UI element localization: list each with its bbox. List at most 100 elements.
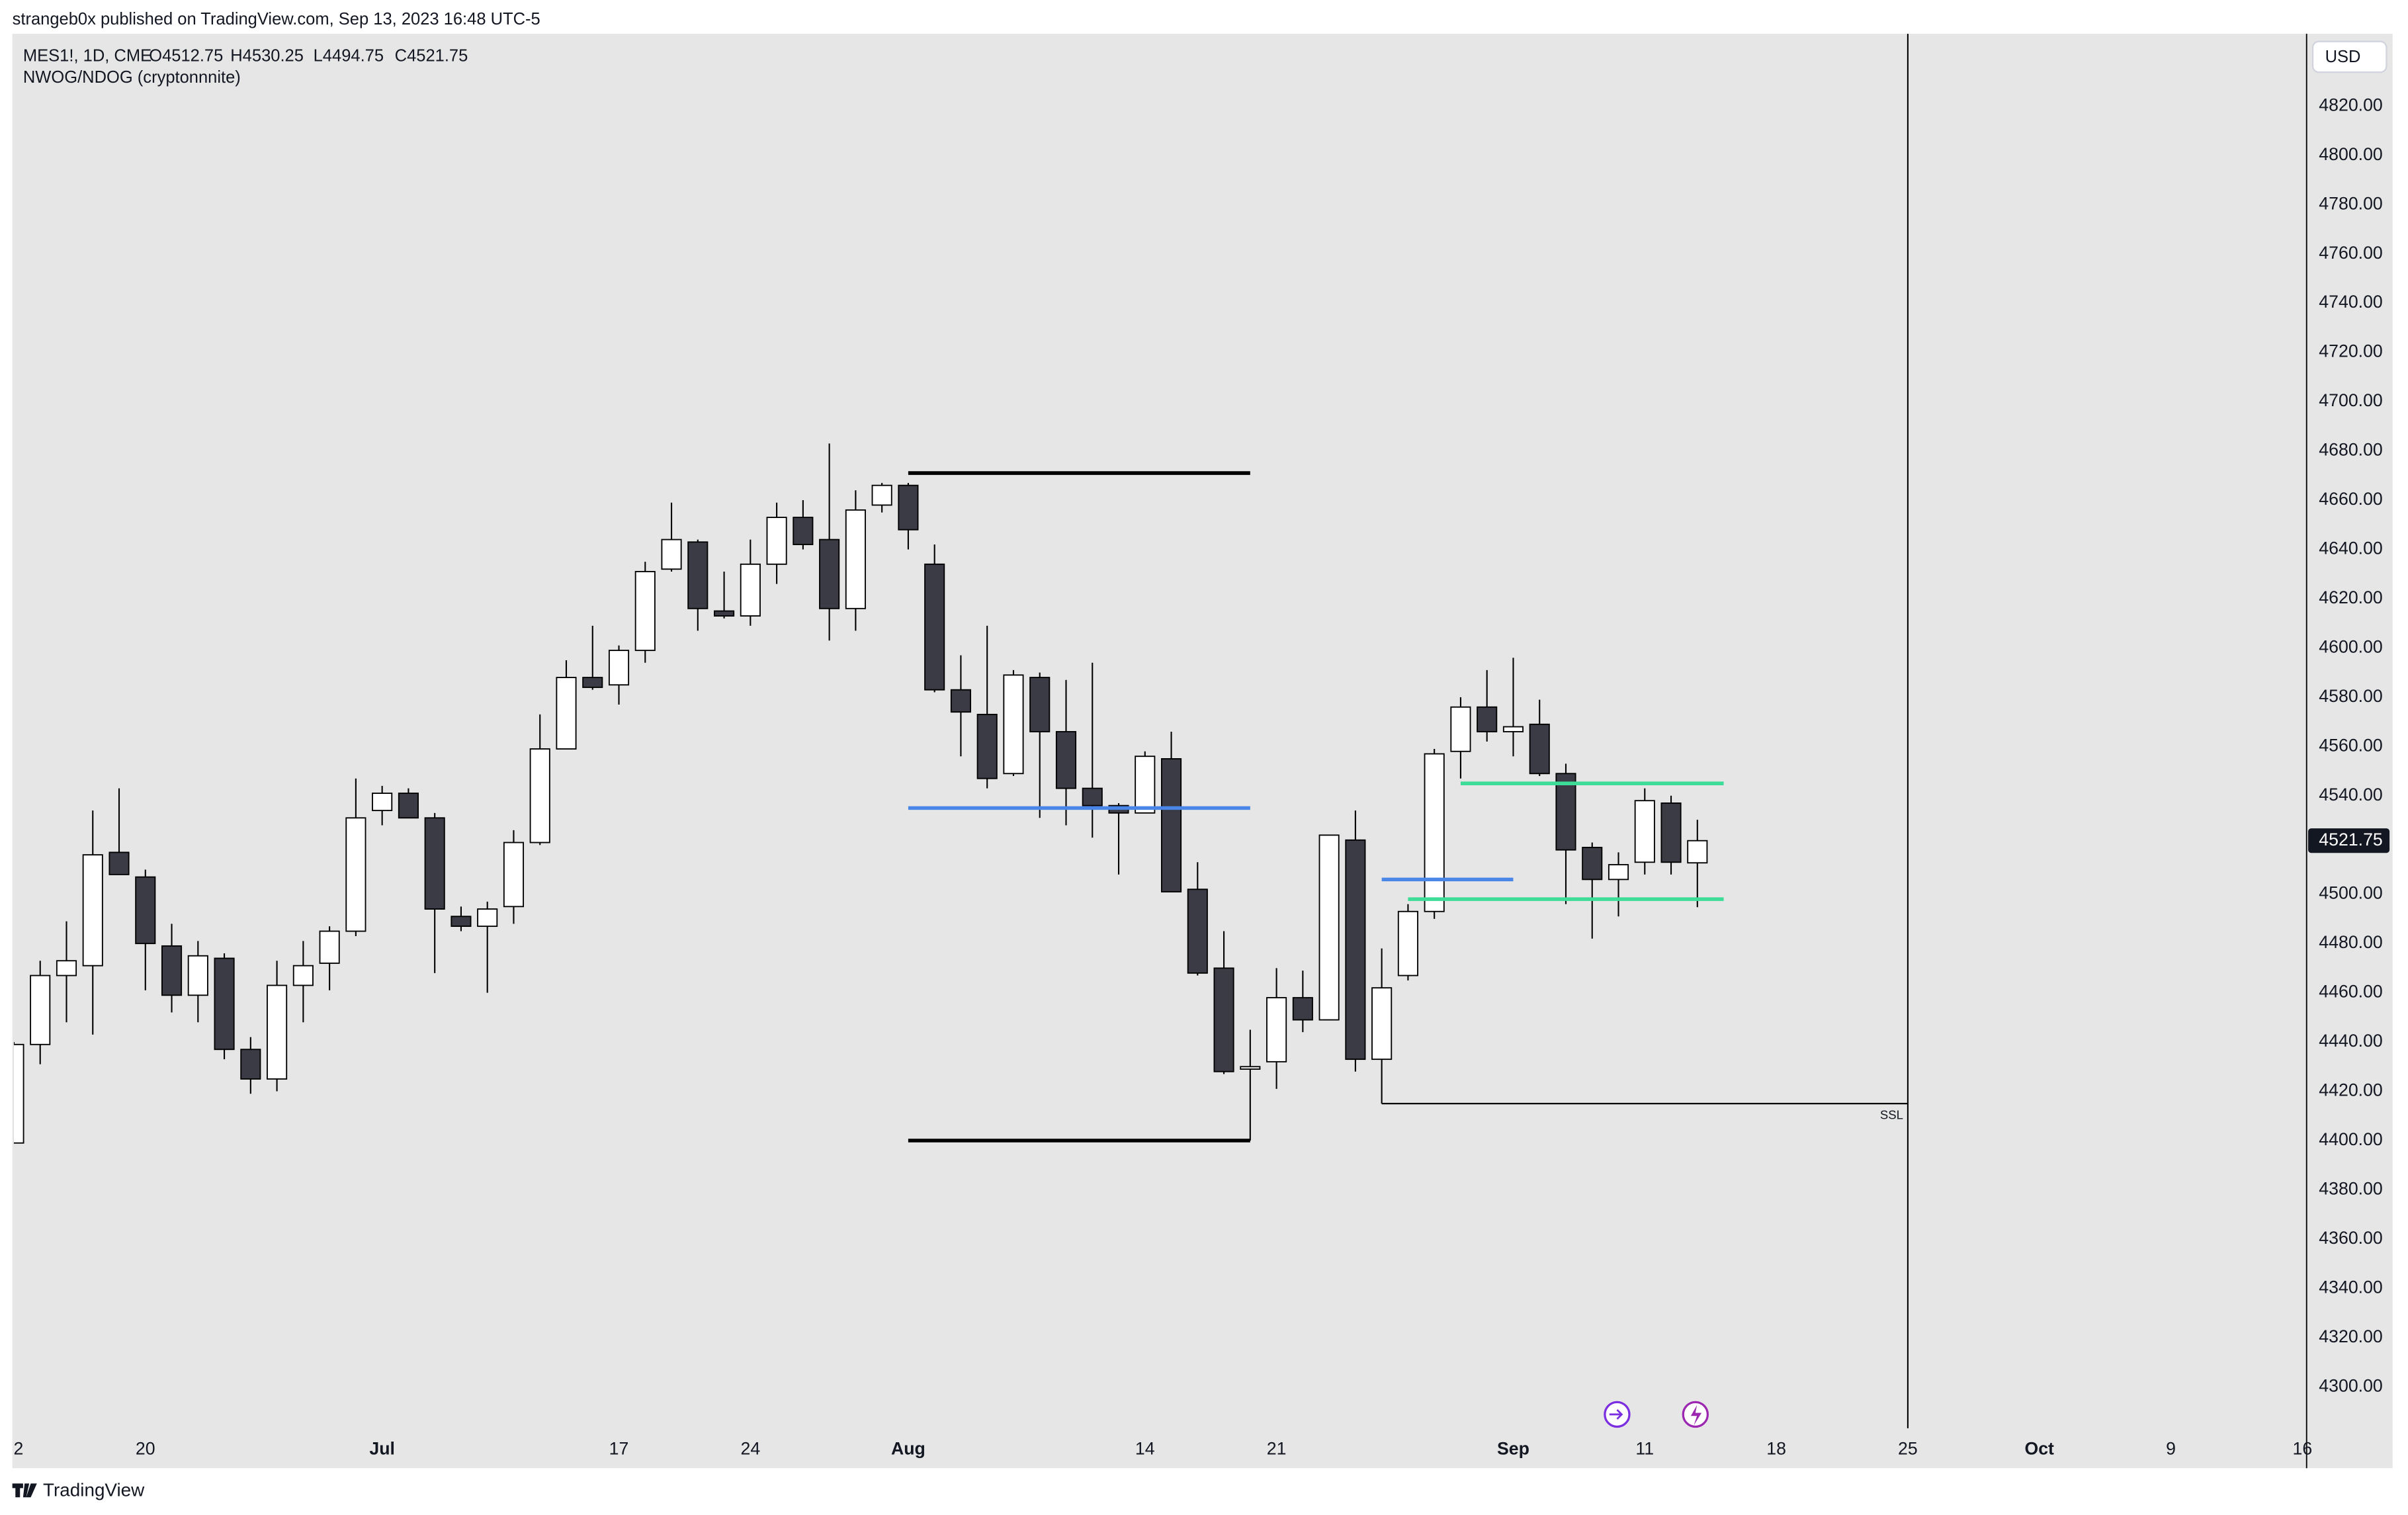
- candle-body: [1529, 723, 1550, 775]
- x-tick-label: 2: [14, 1438, 24, 1458]
- symbol: MES1!, 1D, CME: [23, 47, 151, 65]
- candle-body: [871, 484, 892, 506]
- ohlc-high: H4530.25: [230, 47, 304, 65]
- candle-body: [30, 974, 51, 1045]
- last-price-tag: [2308, 828, 2390, 853]
- candle-body: [1266, 997, 1287, 1062]
- candle-body: [819, 539, 840, 609]
- candle-body: [398, 793, 419, 819]
- ohlc-close: C4521.75: [395, 47, 468, 65]
- candle-body: [1424, 753, 1445, 912]
- candle-body: [1055, 731, 1077, 789]
- candle-body: [1634, 800, 1655, 863]
- y-tick-label: 4300.00: [2319, 1375, 2382, 1395]
- candle-body: [1160, 758, 1182, 892]
- y-tick-label: 4720.00: [2319, 341, 2382, 361]
- candle-body: [345, 817, 366, 932]
- candle-body: [1555, 773, 1576, 851]
- candle-body: [1608, 864, 1629, 881]
- candle-body: [1450, 706, 1471, 752]
- chart-background: [12, 34, 2393, 1469]
- candle-body: [529, 748, 550, 844]
- y-tick-label: 4460.00: [2319, 982, 2382, 1002]
- y-tick-label: 4540.00: [2319, 785, 2382, 804]
- candle-body: [319, 930, 340, 964]
- y-tick-label: 4320.00: [2319, 1326, 2382, 1346]
- level-label: SSL: [1880, 1108, 1903, 1122]
- candle-body: [135, 876, 156, 945]
- candle-body: [13, 1043, 24, 1144]
- currency-button[interactable]: [2311, 40, 2387, 73]
- x-tick-label: 24: [740, 1438, 760, 1458]
- y-tick-label: 4440.00: [2319, 1031, 2382, 1051]
- candle-body: [240, 1049, 261, 1080]
- candle-body: [214, 957, 235, 1051]
- candle-body: [556, 677, 577, 750]
- y-tick-label: 4500.00: [2319, 883, 2382, 903]
- candle-body: [161, 945, 183, 996]
- candle-body: [292, 965, 314, 986]
- event-icon-glyph: [1690, 1405, 1702, 1426]
- candle-body: [1318, 834, 1340, 1021]
- x-tick-label: Oct: [2024, 1438, 2054, 1458]
- y-tick-label: 4420.00: [2319, 1080, 2382, 1100]
- candle-body: [56, 960, 77, 976]
- candle-body: [976, 713, 998, 779]
- y-tick-label: 4640.00: [2319, 539, 2382, 558]
- x-tick-label: Sep: [1497, 1438, 1529, 1458]
- y-tick-label: 4760.00: [2319, 243, 2382, 263]
- candle-body: [503, 842, 525, 908]
- candle-body: [1502, 726, 1524, 732]
- candle-body: [608, 650, 630, 686]
- event-icons: [1604, 1401, 1709, 1428]
- candle-body: [267, 984, 288, 1080]
- candle-body: [1660, 802, 1682, 863]
- candle-body: [582, 677, 603, 688]
- candle-body: [687, 541, 709, 609]
- candle-body: [1582, 847, 1603, 881]
- y-tick-label: 4800.00: [2319, 144, 2382, 164]
- candle-body: [1397, 910, 1418, 976]
- footer-logo: TradingView: [12, 1479, 145, 1500]
- y-tick-label: 4580.00: [2319, 686, 2382, 706]
- candle-body: [1371, 987, 1393, 1060]
- candle-body: [924, 563, 945, 691]
- x-tick-label: Aug: [891, 1438, 925, 1458]
- y-tick-label: 4340.00: [2319, 1277, 2382, 1297]
- candle-body: [793, 517, 814, 545]
- logo-mark: [12, 1483, 37, 1498]
- x-tick-label: 25: [1898, 1438, 1918, 1458]
- candle-body: [108, 851, 130, 875]
- y-tick-label: 4600.00: [2319, 636, 2382, 656]
- y-tick-label: 4360.00: [2319, 1228, 2382, 1248]
- candle-body: [1213, 967, 1234, 1072]
- candle-body: [766, 517, 787, 565]
- x-tick-label: 21: [1267, 1438, 1287, 1458]
- candle-body: [187, 955, 208, 996]
- currency-label: USD: [2325, 48, 2361, 66]
- y-tick-label: 4680.00: [2319, 440, 2382, 460]
- y-tick-label: 4620.00: [2319, 587, 2382, 607]
- ohlc-open: O4512.75: [149, 47, 223, 65]
- y-tick-label: 4740.00: [2319, 292, 2382, 312]
- y-tick-label: 4480.00: [2319, 932, 2382, 952]
- candle-body: [1292, 997, 1313, 1021]
- y-tick-label: 4820.00: [2319, 95, 2382, 114]
- y-tick-label: 4380.00: [2319, 1179, 2382, 1199]
- candle-body: [1003, 674, 1024, 775]
- y-tick-label: 4660.00: [2319, 489, 2382, 509]
- candle-body: [1477, 706, 1498, 732]
- y-tick-label: 4780.00: [2319, 193, 2382, 213]
- y-tick-label: 4560.00: [2319, 735, 2382, 755]
- candle-body: [1187, 888, 1208, 974]
- candle-body: [1240, 1066, 1261, 1070]
- candle-body: [1345, 839, 1366, 1060]
- event-icon-glyph: [1609, 1409, 1623, 1420]
- x-tick-label: 18: [1766, 1438, 1786, 1458]
- x-tick-label: 16: [2293, 1438, 2313, 1458]
- x-tick-label: 17: [609, 1438, 629, 1458]
- candle-body: [477, 908, 498, 928]
- y-tick-label: 4700.00: [2319, 390, 2382, 410]
- candle-body: [740, 563, 761, 617]
